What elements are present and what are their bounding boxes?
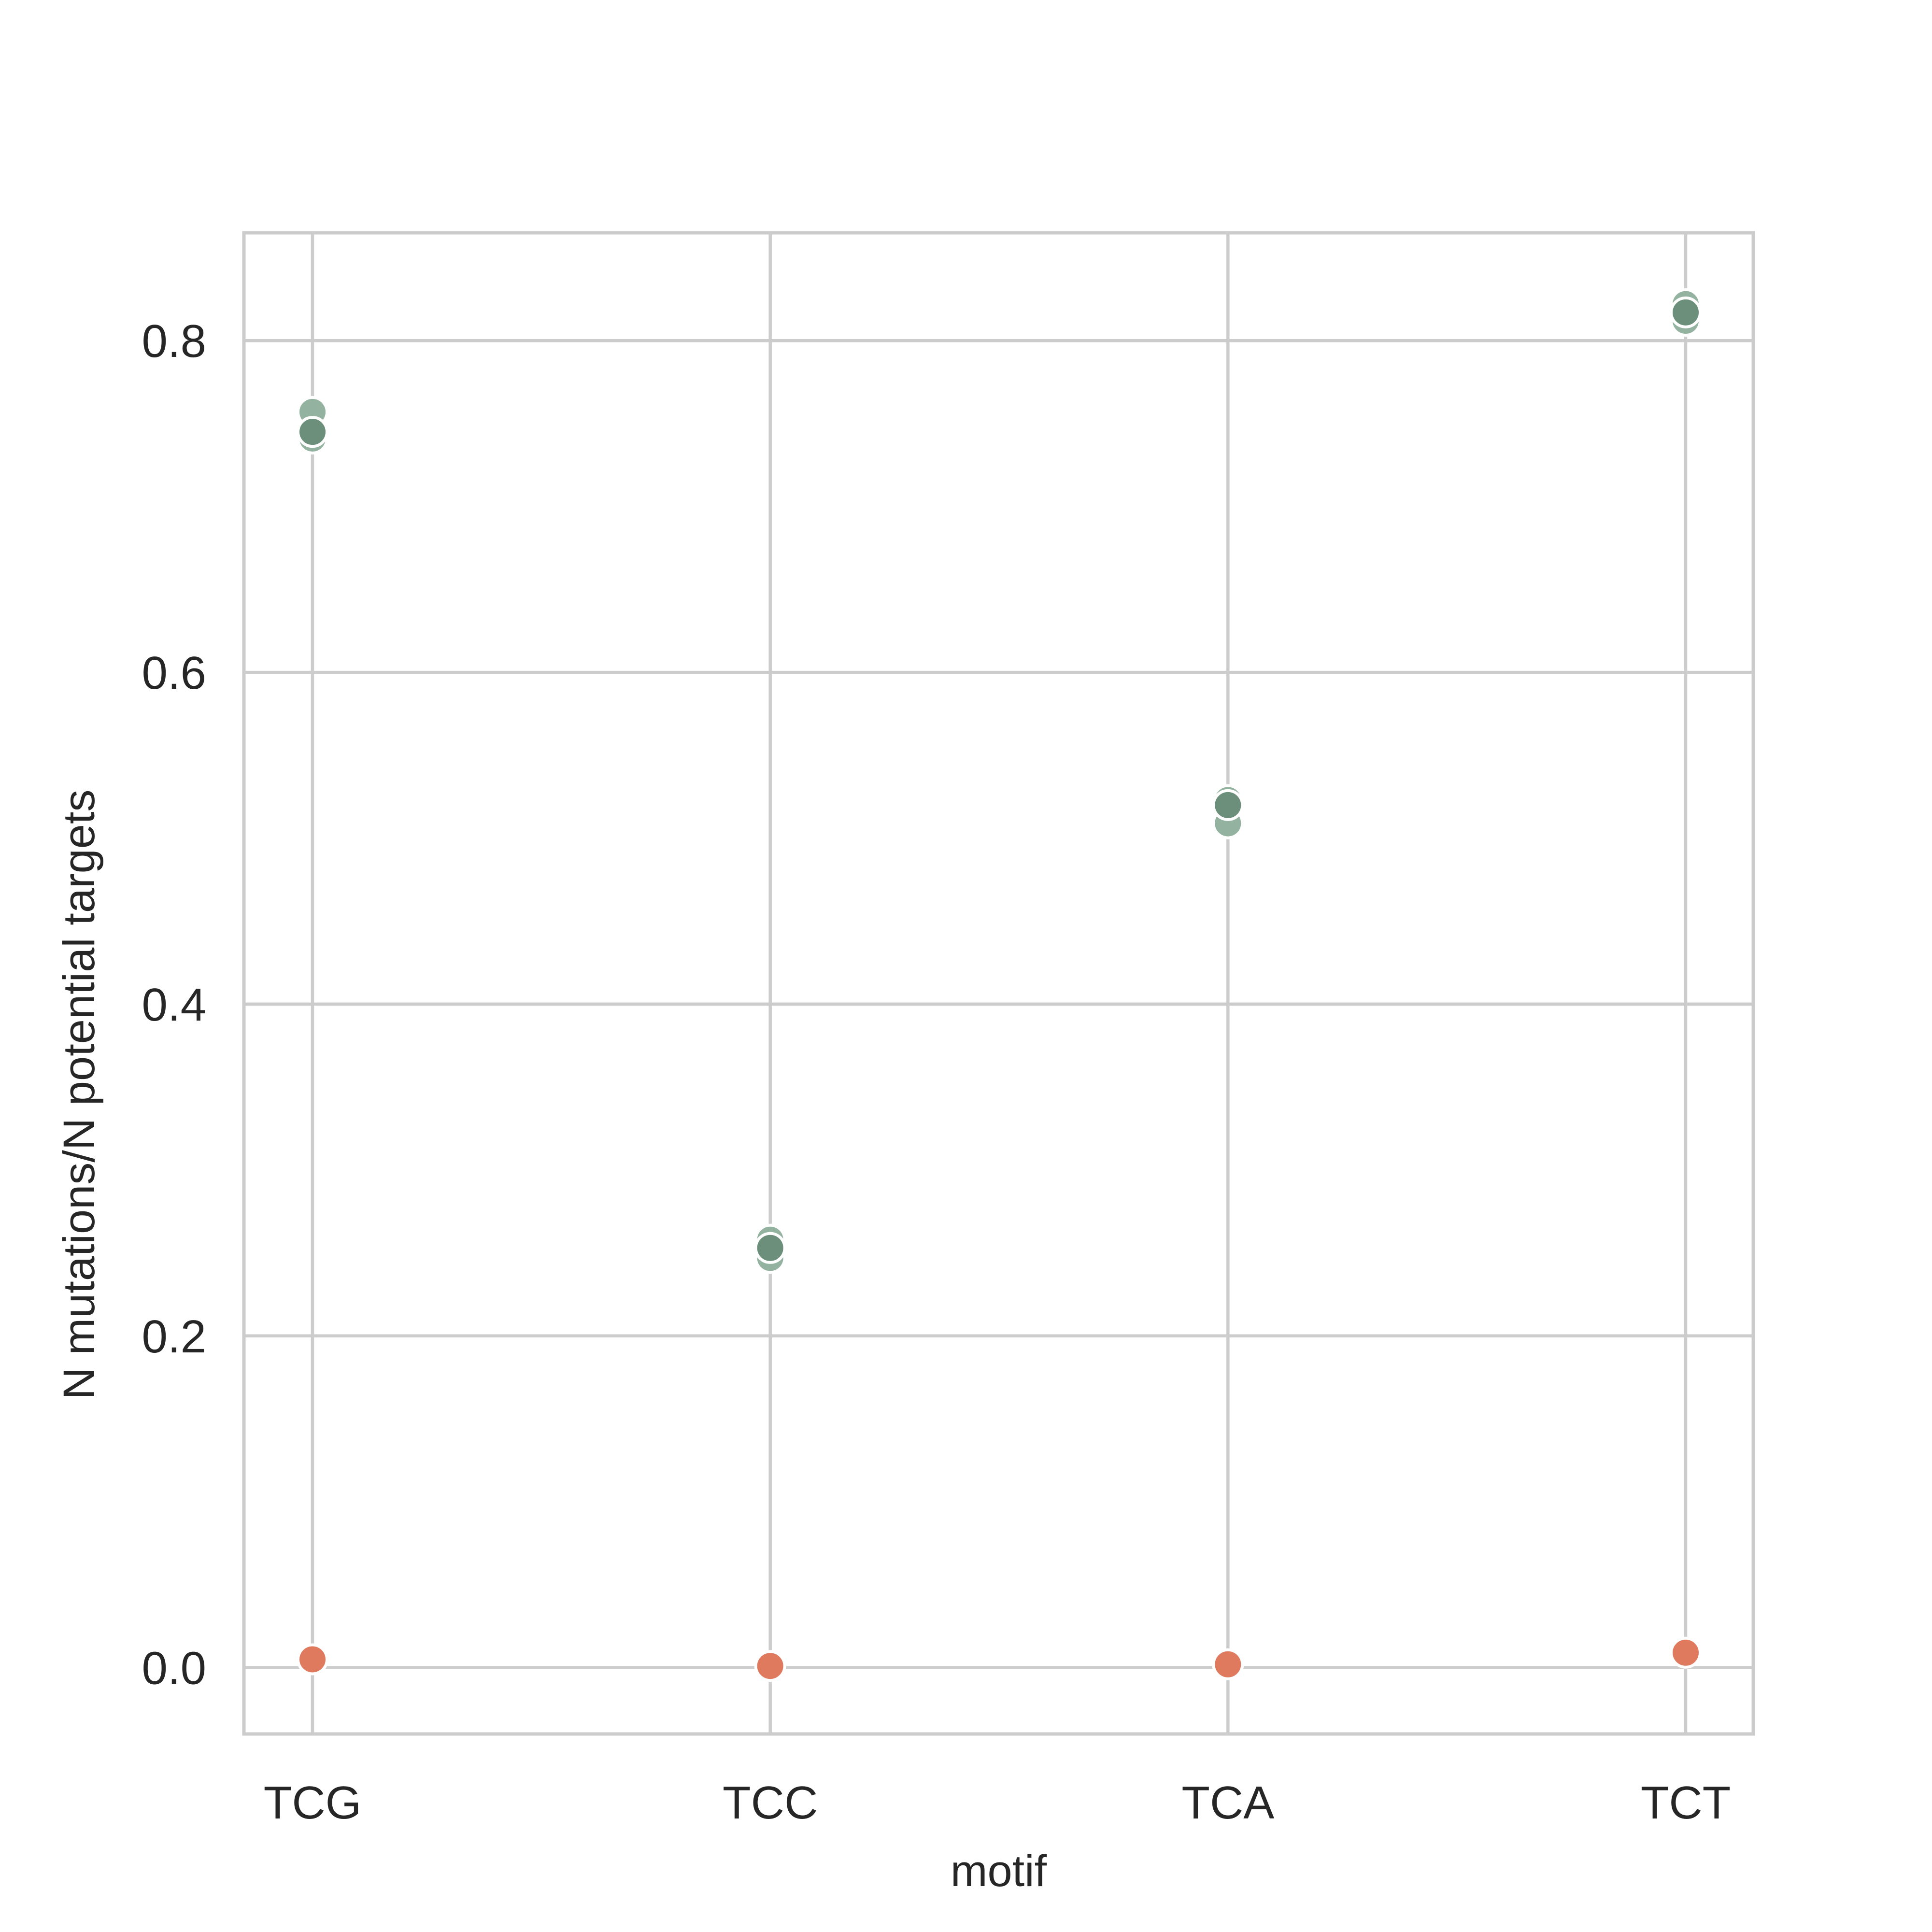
data-point bbox=[754, 1232, 786, 1264]
y-tick-label: 0.4 bbox=[142, 979, 206, 1031]
data-point bbox=[1670, 1636, 1702, 1669]
data-point bbox=[1670, 296, 1702, 328]
tick-labels: 0.0 0.2 0.4 0.6 0.8 TCG TCC TCA TCT bbox=[142, 315, 1731, 1829]
x-tick-label: TCA bbox=[1181, 1777, 1274, 1829]
data-point bbox=[754, 1650, 786, 1682]
plot-frame bbox=[242, 231, 1755, 1736]
data-points bbox=[297, 288, 1702, 1682]
data-point bbox=[297, 1643, 328, 1676]
grid-lines bbox=[244, 233, 1753, 1734]
x-tick-label: TCG bbox=[264, 1777, 362, 1829]
y-tick-label: 0.6 bbox=[142, 647, 206, 699]
x-tick-label: TCT bbox=[1641, 1777, 1731, 1829]
data-point bbox=[297, 416, 328, 448]
data-point bbox=[1212, 1648, 1244, 1680]
y-axis-label: N mutations/N potential targets bbox=[55, 789, 104, 1399]
x-tick-label: TCC bbox=[723, 1777, 818, 1829]
y-tick-label: 0.8 bbox=[142, 315, 206, 367]
x-axis-label: motif bbox=[951, 1847, 1047, 1896]
data-point bbox=[1212, 789, 1244, 821]
y-tick-label: 0.0 bbox=[142, 1643, 206, 1694]
y-tick-label: 0.2 bbox=[142, 1311, 206, 1363]
